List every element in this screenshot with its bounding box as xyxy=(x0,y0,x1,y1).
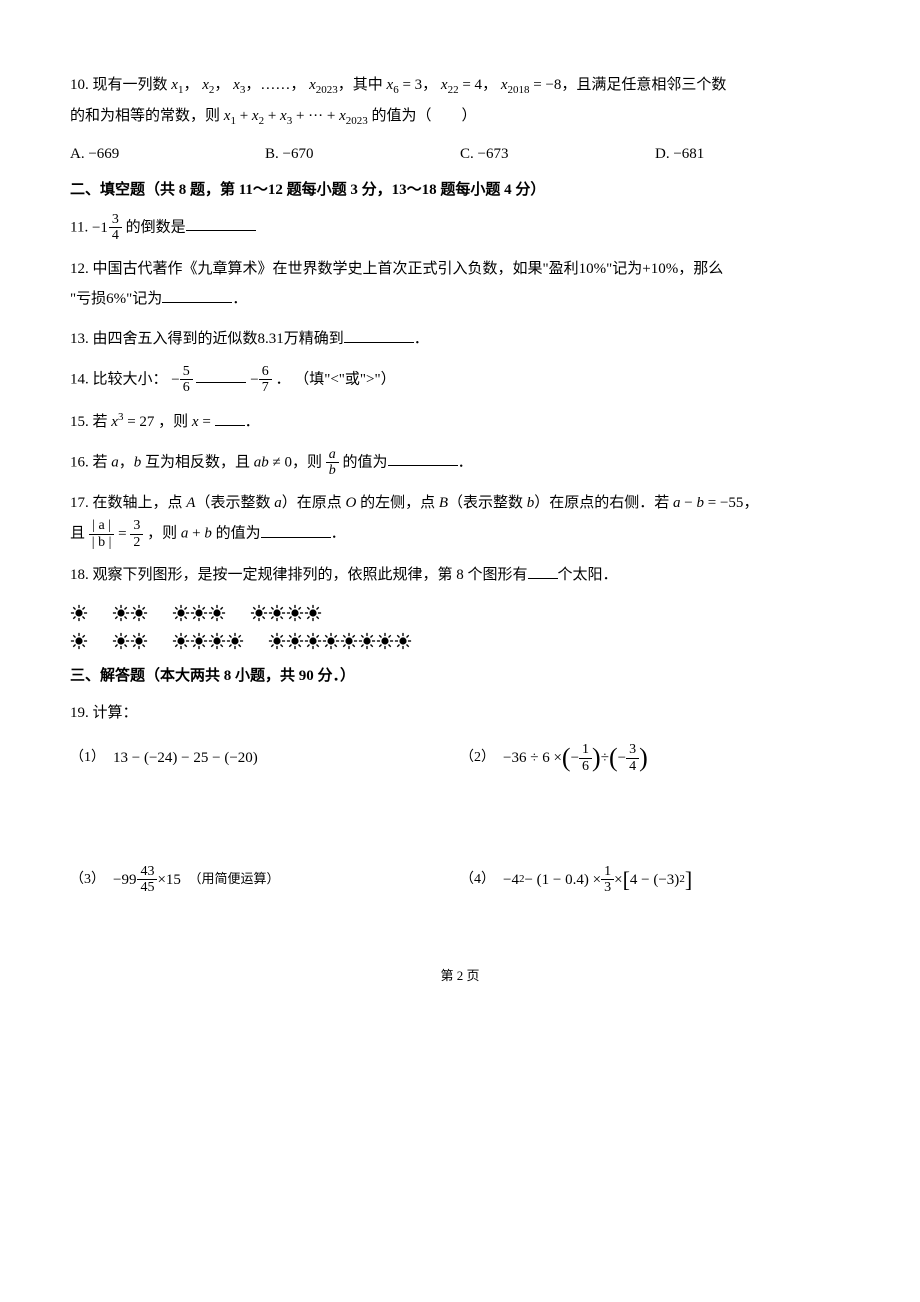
question-10: 10. 现有一列数 x1， x2， x3，……， x2023，其中 x6 = 3… xyxy=(70,70,850,132)
q19-part-4: （4） −42 − (1 − 0.4) × 13 × [4 − (−3)2] xyxy=(460,864,850,896)
sun-icon xyxy=(172,632,190,650)
q19-part-3: （3） −99 4345 ×15 （用简便运算） xyxy=(70,864,460,896)
q10-prefix: 10. 现有一列数 xyxy=(70,77,171,93)
sun-icon xyxy=(250,604,268,622)
sun-icon xyxy=(322,632,340,650)
question-17: 17. 在数轴上，点 A（表示整数 a）在原点 O 的左侧，点 B（表示整数 b… xyxy=(70,488,850,550)
blank xyxy=(186,215,256,231)
section-2-header: 二、填空题（共 8 题，第 11～12 题每小题 3 分，13～18 题每小题 … xyxy=(70,178,850,202)
sun-icon xyxy=(304,604,322,622)
sun-icon xyxy=(394,632,412,650)
q19-row-1: （1） 13 − (−24) − 25 − (−20) （2） −36 ÷ 6 … xyxy=(70,742,850,774)
sun-icon xyxy=(190,604,208,622)
fraction: 34 xyxy=(626,742,639,774)
question-13: 13. 由四舍五入得到的近似数8.31万精确到． xyxy=(70,324,850,354)
question-12: 12. 中国古代著作《九章算术》在世界数学史上首次正式引入负数，如果"盈利10%… xyxy=(70,254,850,314)
option-b: B. −670 xyxy=(265,142,460,166)
sun-icon xyxy=(130,604,148,622)
blank xyxy=(261,522,331,538)
fraction: ab xyxy=(326,447,339,479)
blank xyxy=(388,450,458,466)
question-14: 14. 比较大小： −56 −67 ． （填"<"或">"） xyxy=(70,364,850,396)
sun-icon xyxy=(190,632,208,650)
sun-pattern-row-1 xyxy=(70,600,850,624)
option-a: A. −669 xyxy=(70,142,265,166)
fraction: 16 xyxy=(579,742,592,774)
sun-icon xyxy=(208,604,226,622)
fraction: 32 xyxy=(130,518,143,550)
sun-icon xyxy=(286,604,304,622)
sun-icon xyxy=(268,604,286,622)
sun-icon xyxy=(70,632,88,650)
fraction: 3 4 xyxy=(109,212,122,244)
blank xyxy=(162,287,232,303)
question-19-header: 19. 计算： xyxy=(70,698,850,728)
q10-options: A. −669 B. −670 C. −673 D. −681 xyxy=(70,142,850,166)
q19-row-2: （3） −99 4345 ×15 （用简便运算） （4） −42 − (1 − … xyxy=(70,864,850,896)
question-15: 15. 若 x3 = 27 ，则 x = ． xyxy=(70,406,850,437)
option-c: C. −673 xyxy=(460,142,655,166)
sun-pattern-row-2 xyxy=(70,628,850,652)
sun-icon xyxy=(376,632,394,650)
fraction: 13 xyxy=(601,864,614,896)
question-11: 11. −1 3 4 的倒数是 xyxy=(70,212,850,244)
question-16: 16. 若 a，b 互为相反数，且 ab ≠ 0，则 ab 的值为． xyxy=(70,447,850,479)
sun-icon xyxy=(112,604,130,622)
sun-icon xyxy=(358,632,376,650)
blank xyxy=(196,367,246,383)
sun-icon xyxy=(70,604,88,622)
option-d: D. −681 xyxy=(655,142,850,166)
q19-part-2: （2） −36 ÷ 6 × (−16) ÷ (−34) xyxy=(460,742,850,774)
fraction: 4345 xyxy=(137,864,157,896)
sun-icon xyxy=(268,632,286,650)
sun-icon xyxy=(130,632,148,650)
blank xyxy=(344,327,414,343)
blank xyxy=(528,563,558,579)
fraction: 56 xyxy=(180,364,193,396)
sun-icon xyxy=(304,632,322,650)
section-3-header: 三、解答题（本大两共 8 小题，共 90 分．） xyxy=(70,664,850,688)
sun-icon xyxy=(226,632,244,650)
sun-icon xyxy=(208,632,226,650)
fraction: | a || b | xyxy=(89,518,115,550)
blank xyxy=(215,410,245,426)
sun-icon xyxy=(286,632,304,650)
sun-icon xyxy=(172,604,190,622)
q19-part-1: （1） 13 − (−24) − 25 − (−20) xyxy=(70,742,460,774)
sun-icon xyxy=(340,632,358,650)
page-number: 第 2 页 xyxy=(70,966,850,987)
fraction: 67 xyxy=(259,364,272,396)
sun-icon xyxy=(112,632,130,650)
question-18: 18. 观察下列图形，是按一定规律排列的，依照此规律，第 8 个图形有个太阳． xyxy=(70,560,850,590)
